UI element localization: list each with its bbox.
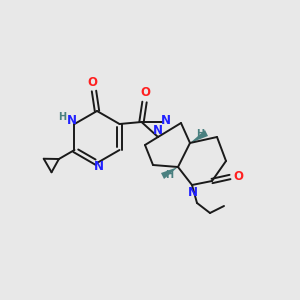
Text: H: H <box>165 170 173 180</box>
Text: N: N <box>94 160 104 173</box>
Text: O: O <box>233 169 243 182</box>
Text: O: O <box>87 76 97 88</box>
Text: N: N <box>188 185 198 199</box>
Polygon shape <box>190 130 208 143</box>
Text: H: H <box>58 112 67 122</box>
Text: H: H <box>196 129 204 139</box>
Text: N: N <box>153 124 163 137</box>
Text: N: N <box>67 115 76 128</box>
Text: O: O <box>140 86 151 100</box>
Polygon shape <box>161 167 178 179</box>
Text: N: N <box>160 113 170 127</box>
